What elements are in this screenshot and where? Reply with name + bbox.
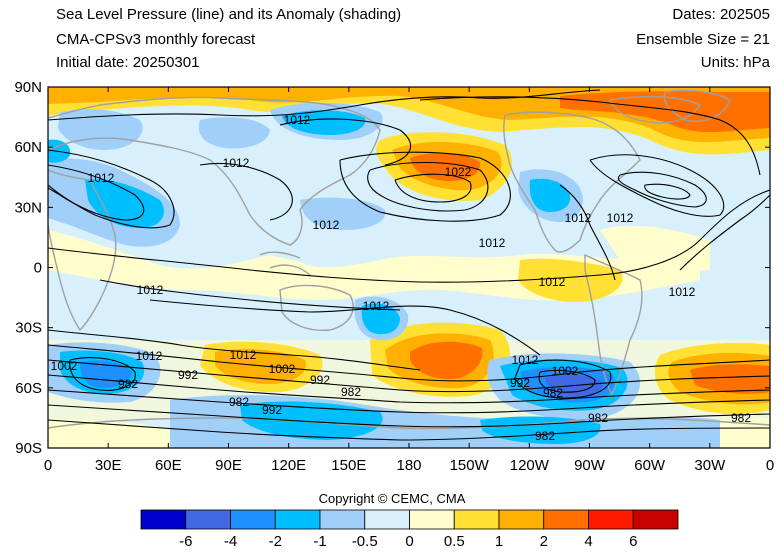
colorbar-swatch	[409, 509, 455, 530]
colorbar-swatch	[498, 509, 545, 530]
lon-tick-label: 150W	[450, 457, 490, 474]
colorbar-label: -1	[313, 533, 326, 550]
lat-tick-label: 90S	[15, 440, 42, 457]
copyright-notice: Copyright © CEMC, CMA	[318, 491, 466, 506]
contour-label: 1012	[363, 299, 390, 313]
contour-label: 992	[178, 368, 198, 382]
lon-tick-label: 90E	[215, 457, 242, 474]
contour-label: 1012	[669, 285, 696, 299]
contour-label: 982	[543, 386, 563, 400]
contour-label: 1012	[136, 349, 163, 363]
slp-anomaly-map: 1012 1012 1012 1022 1012 1012 1012 1012 1012 1012…	[14, 79, 774, 474]
contour-label: 982	[731, 411, 751, 425]
colorbar-swatch	[364, 509, 410, 530]
colorbar-swatch	[543, 509, 589, 530]
slp-contours	[48, 89, 770, 441]
lon-tick-label: 30W	[694, 457, 726, 474]
lon-tick-label: 60E	[155, 457, 182, 474]
colorbar-label: 0	[405, 533, 413, 550]
colorbar-swatch	[632, 509, 679, 530]
contour-label: 982	[535, 429, 555, 443]
lon-tick-label: 150E	[331, 457, 366, 474]
lon-tick-label: 180	[396, 457, 421, 474]
colorbar-swatch	[274, 509, 321, 530]
map-plot-area	[48, 87, 770, 448]
contour-label: 992	[310, 373, 330, 387]
lon-tick-label: 60W	[634, 457, 666, 474]
colorbar-swatch	[319, 509, 366, 530]
contour-label: 1012	[512, 353, 539, 367]
contour-label: 1012	[565, 211, 592, 225]
contour-label: 1012	[284, 113, 311, 127]
contour-label: 1012	[313, 218, 340, 232]
lon-tick-label: 30E	[95, 457, 122, 474]
contour-label: 1022	[445, 165, 472, 179]
colorbar-swatch	[230, 509, 276, 530]
contour-label: 1012	[230, 348, 257, 362]
contour-label: 1002	[51, 359, 78, 373]
contour-label: 1002	[552, 364, 579, 378]
contour-label: 992	[262, 403, 282, 417]
colorbar-swatch	[140, 509, 187, 530]
ensemble-size: Ensemble Size = 21	[636, 31, 770, 48]
colorbar-label: 6	[629, 533, 637, 550]
contour-label: 982	[118, 377, 138, 391]
contour-labels: 1012 1012 1012 1022 1012 1012 1012 1012 1012 1012…	[51, 113, 752, 443]
lat-tick-label: 30N	[14, 199, 42, 216]
colorbar-label: -4	[224, 533, 237, 550]
lat-tick-label: 60S	[15, 380, 42, 397]
contour-label: 1002	[269, 362, 296, 376]
contour-label: 1012	[223, 156, 250, 170]
model-name: CMA-CPSv3 monthly forecast	[56, 31, 256, 48]
lon-tick-label: 0	[766, 457, 774, 474]
units-label: Units: hPa	[700, 54, 770, 71]
lon-tick-label: 90W	[574, 457, 606, 474]
colorbar-label: 1	[495, 533, 503, 550]
initial-date: Initial date: 20250301	[56, 54, 200, 71]
contour-label: 1012	[539, 275, 566, 289]
colorbar-swatch	[185, 509, 231, 530]
lat-tick-label: 90N	[14, 79, 42, 96]
contour-label: 1012	[137, 283, 164, 297]
colorbar-label: 0.5	[444, 533, 465, 550]
forecast-dates: Dates: 202505	[672, 6, 770, 23]
lon-tick-label: 120W	[510, 457, 550, 474]
contour-label: 982	[229, 395, 249, 409]
colorbar-label: 4	[584, 533, 592, 550]
lat-tick-label: 60N	[14, 139, 42, 156]
lat-tick-label: 30S	[15, 320, 42, 337]
contour-label: 1012	[88, 171, 115, 185]
lon-tick-label: 0	[44, 457, 52, 474]
contour-label: 982	[588, 411, 608, 425]
map-title: Sea Level Pressure (line) and its Anomal…	[56, 6, 402, 23]
contour-label: 982	[341, 385, 361, 399]
lat-tick-label: 0	[34, 260, 42, 277]
colorbar-label: 2	[540, 533, 548, 550]
colorbar-label: -0.5	[352, 533, 378, 550]
colorbar-swatch	[588, 509, 634, 530]
colorbar-swatch	[453, 509, 500, 530]
lon-tick-label: 120E	[271, 457, 306, 474]
colorbar-label: -6	[179, 533, 192, 550]
colorbar-label: -2	[269, 533, 282, 550]
contour-label: 1012	[607, 211, 634, 225]
contour-label: 992	[510, 376, 530, 390]
contour-label: 1012	[479, 236, 506, 250]
